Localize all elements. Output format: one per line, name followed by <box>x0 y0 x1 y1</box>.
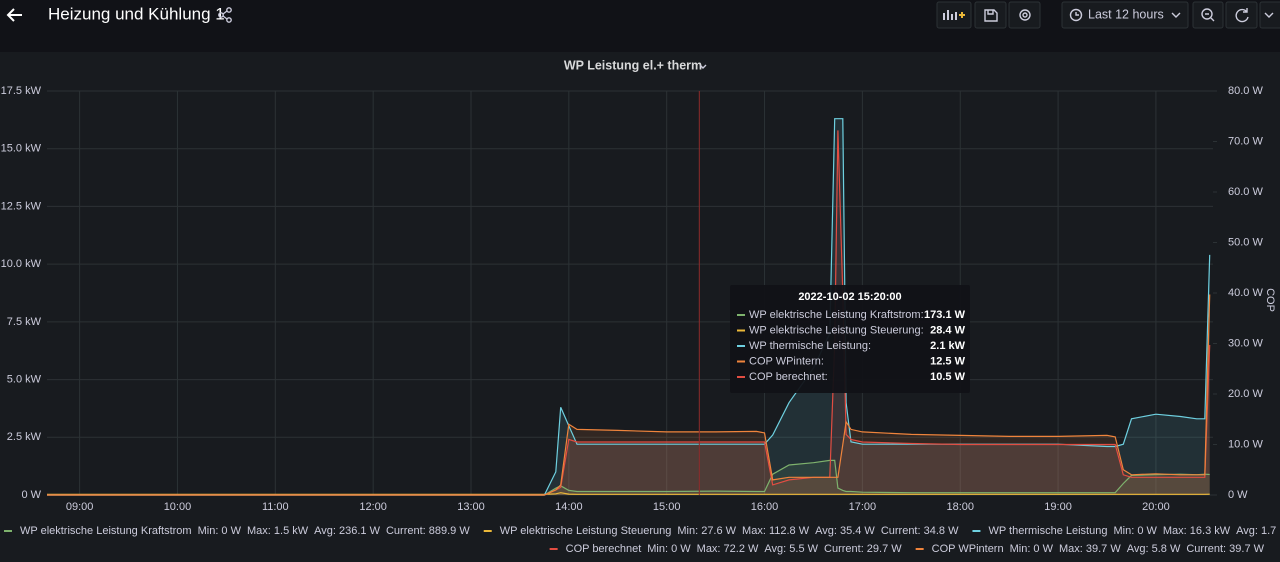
zoom-out-button[interactable] <box>1192 1 1224 29</box>
settings-button[interactable] <box>1008 1 1041 29</box>
tooltip-label: COP WPintern: <box>749 355 824 367</box>
series-area <box>47 294 1210 495</box>
y2-tick-label: 70.0 W <box>1228 135 1263 147</box>
legend-label: COP berechnet <box>566 543 642 555</box>
x-tick-label: 10:00 <box>164 501 192 513</box>
legend-stat: Max: 72.2 W <box>697 543 759 555</box>
legend-stat: Current: 34.8 W <box>881 525 959 537</box>
x-tick-label: 12:00 <box>359 501 387 513</box>
legend-label: WP thermische Leistung <box>988 525 1107 537</box>
series-line <box>47 294 1211 496</box>
y2-axis-label: COP <box>1264 288 1276 312</box>
legend-stat: Avg: 5.8 W <box>1127 543 1181 555</box>
y-tick-label: 17.5 kW <box>1 85 42 97</box>
legend-row: COP berechnet Min: 0 W Max: 72.2 W Avg: 5.5… <box>549 543 1265 555</box>
y-tick-label: 2.5 kW <box>7 431 42 443</box>
lines <box>47 118 1211 496</box>
legend-stat: Min: 27.6 W <box>677 525 736 537</box>
panel-menu-caret[interactable] <box>699 64 707 69</box>
x-tick-label: 20:00 <box>1142 501 1170 513</box>
save-button[interactable] <box>974 1 1007 29</box>
legend-stat: Current: 39.7 W <box>1186 543 1264 555</box>
legend-stat: Avg: 5.5 W <box>764 543 818 555</box>
x-tick-label: 15:00 <box>653 501 681 513</box>
legend-label: COP WPintern <box>932 543 1004 555</box>
series-line <box>47 118 1211 496</box>
dashboard-title: Heizung und Kühlung 1 <box>48 4 225 23</box>
tooltip-value: 10.5 W <box>930 371 965 383</box>
y2-tick-label: 30.0 W <box>1228 337 1263 349</box>
y2-tick-label: 20.0 W <box>1228 388 1263 400</box>
time-picker[interactable] <box>1061 1 1189 29</box>
legend-item[interactable]: COP WPintern Min: 0 W Max: 39.7 W Avg: 5.8 … <box>915 543 1265 555</box>
y-tick-label: 0 W <box>21 489 41 501</box>
y-tick-label: 7.5 kW <box>7 316 42 328</box>
legend-item[interactable]: COP berechnet Min: 0 W Max: 72.2 W Avg: 5.5… <box>549 543 903 555</box>
y2-tick-label: 60.0 W <box>1228 186 1263 198</box>
time-range: Last 12 hours <box>1088 7 1164 21</box>
x-tick-label: 09:00 <box>66 501 94 513</box>
x-tick-label: 18:00 <box>946 501 974 513</box>
tooltip-value: 28.4 W <box>930 324 965 336</box>
legend-item[interactable]: WP thermische Leistung Min: 0 W Max: 16.3 … <box>972 525 1280 537</box>
tooltip-value: 2.1 kW <box>930 340 965 352</box>
tooltip-time: 2022-10-02 15:20:00 <box>798 291 901 303</box>
series-area <box>47 118 1210 495</box>
panel <box>0 52 1280 562</box>
legend-stat: Max: 112.8 W <box>742 525 810 537</box>
legend-stat: Avg: 35.4 W <box>815 525 875 537</box>
y2-tick-label: 0 W <box>1228 489 1248 501</box>
series-area <box>47 130 1210 495</box>
legend-stat: Avg: 236.1 W <box>314 525 380 537</box>
back-button[interactable] <box>6 8 22 22</box>
tooltip-label: COP berechnet: <box>749 371 828 383</box>
share-button[interactable] <box>218 7 232 23</box>
tooltip-label: WP elektrische Leistung Kraftstrom: <box>749 309 924 321</box>
add-panel-button[interactable] <box>936 1 972 29</box>
y2-tick-label: 40.0 W <box>1228 287 1263 299</box>
legend-row: WP elektrische Leistung Kraftstrom Min: 0… <box>4 525 1280 537</box>
tooltip-value: 173.1 W <box>924 309 966 321</box>
x-tick-label: 19:00 <box>1044 501 1072 513</box>
legend-item[interactable]: WP elektrische Leistung Kraftstrom Min: 0… <box>4 525 470 537</box>
refresh-interval-button[interactable] <box>1259 1 1280 29</box>
legend-stat: Max: 1.5 kW <box>247 525 309 537</box>
y-tick-label: 10.0 kW <box>1 258 42 270</box>
x-tick-label: 16:00 <box>751 501 779 513</box>
legend-stat: Max: 16.3 kW <box>1163 525 1231 537</box>
x-tick-label: 11:00 <box>262 501 289 513</box>
panel-title: WP Leistung el.+ therm <box>564 58 702 72</box>
grid <box>47 90 1217 496</box>
legend-stat: Min: 0 W <box>1010 543 1054 555</box>
y-tick-label: 12.5 kW <box>1 200 42 212</box>
y2-tick-label: 50.0 W <box>1228 236 1263 248</box>
y2-tick-label: 10.0 W <box>1228 438 1263 450</box>
series-line <box>47 492 1210 495</box>
y-tick-label: 5.0 kW <box>7 373 42 385</box>
tooltip-label: WP thermische Leistung: <box>749 340 871 352</box>
legend-stat: Min: 0 W <box>647 543 691 555</box>
tooltip-label: WP elektrische Leistung Steuerung: <box>749 324 924 336</box>
series-line <box>47 130 1211 496</box>
legend-stat: Avg: 1.7 kW <box>1236 525 1280 537</box>
legend-item[interactable]: WP elektrische Leistung Steuerung Min: 27… <box>483 525 959 537</box>
tooltip-box <box>730 285 970 393</box>
legend-label: WP elektrische Leistung Steuerung <box>500 525 672 537</box>
refresh-button[interactable] <box>1225 1 1258 29</box>
tooltip-value: 12.5 W <box>930 355 965 367</box>
x-tick-label: 14:00 <box>555 501 583 513</box>
x-tick-label: 13:00 <box>457 501 485 513</box>
legend-stat: Max: 39.7 W <box>1059 543 1121 555</box>
y2-tick-label: 80.0 W <box>1228 85 1263 97</box>
tooltip: 2022-10-02 15:20:00 WP elektrische Leistu… <box>730 285 970 393</box>
x-tick-label: 17:00 <box>849 501 877 513</box>
legend-label: WP elektrische Leistung Kraftstrom <box>20 525 192 537</box>
legend-stat: Current: 29.7 W <box>824 543 902 555</box>
legend-stat: Min: 0 W <box>198 525 242 537</box>
y-tick-label: 15.0 kW <box>1 143 42 155</box>
legend-stat: Current: 889.9 W <box>386 525 470 537</box>
series-line <box>47 459 1210 496</box>
legend-stat: Min: 0 W <box>1113 525 1157 537</box>
